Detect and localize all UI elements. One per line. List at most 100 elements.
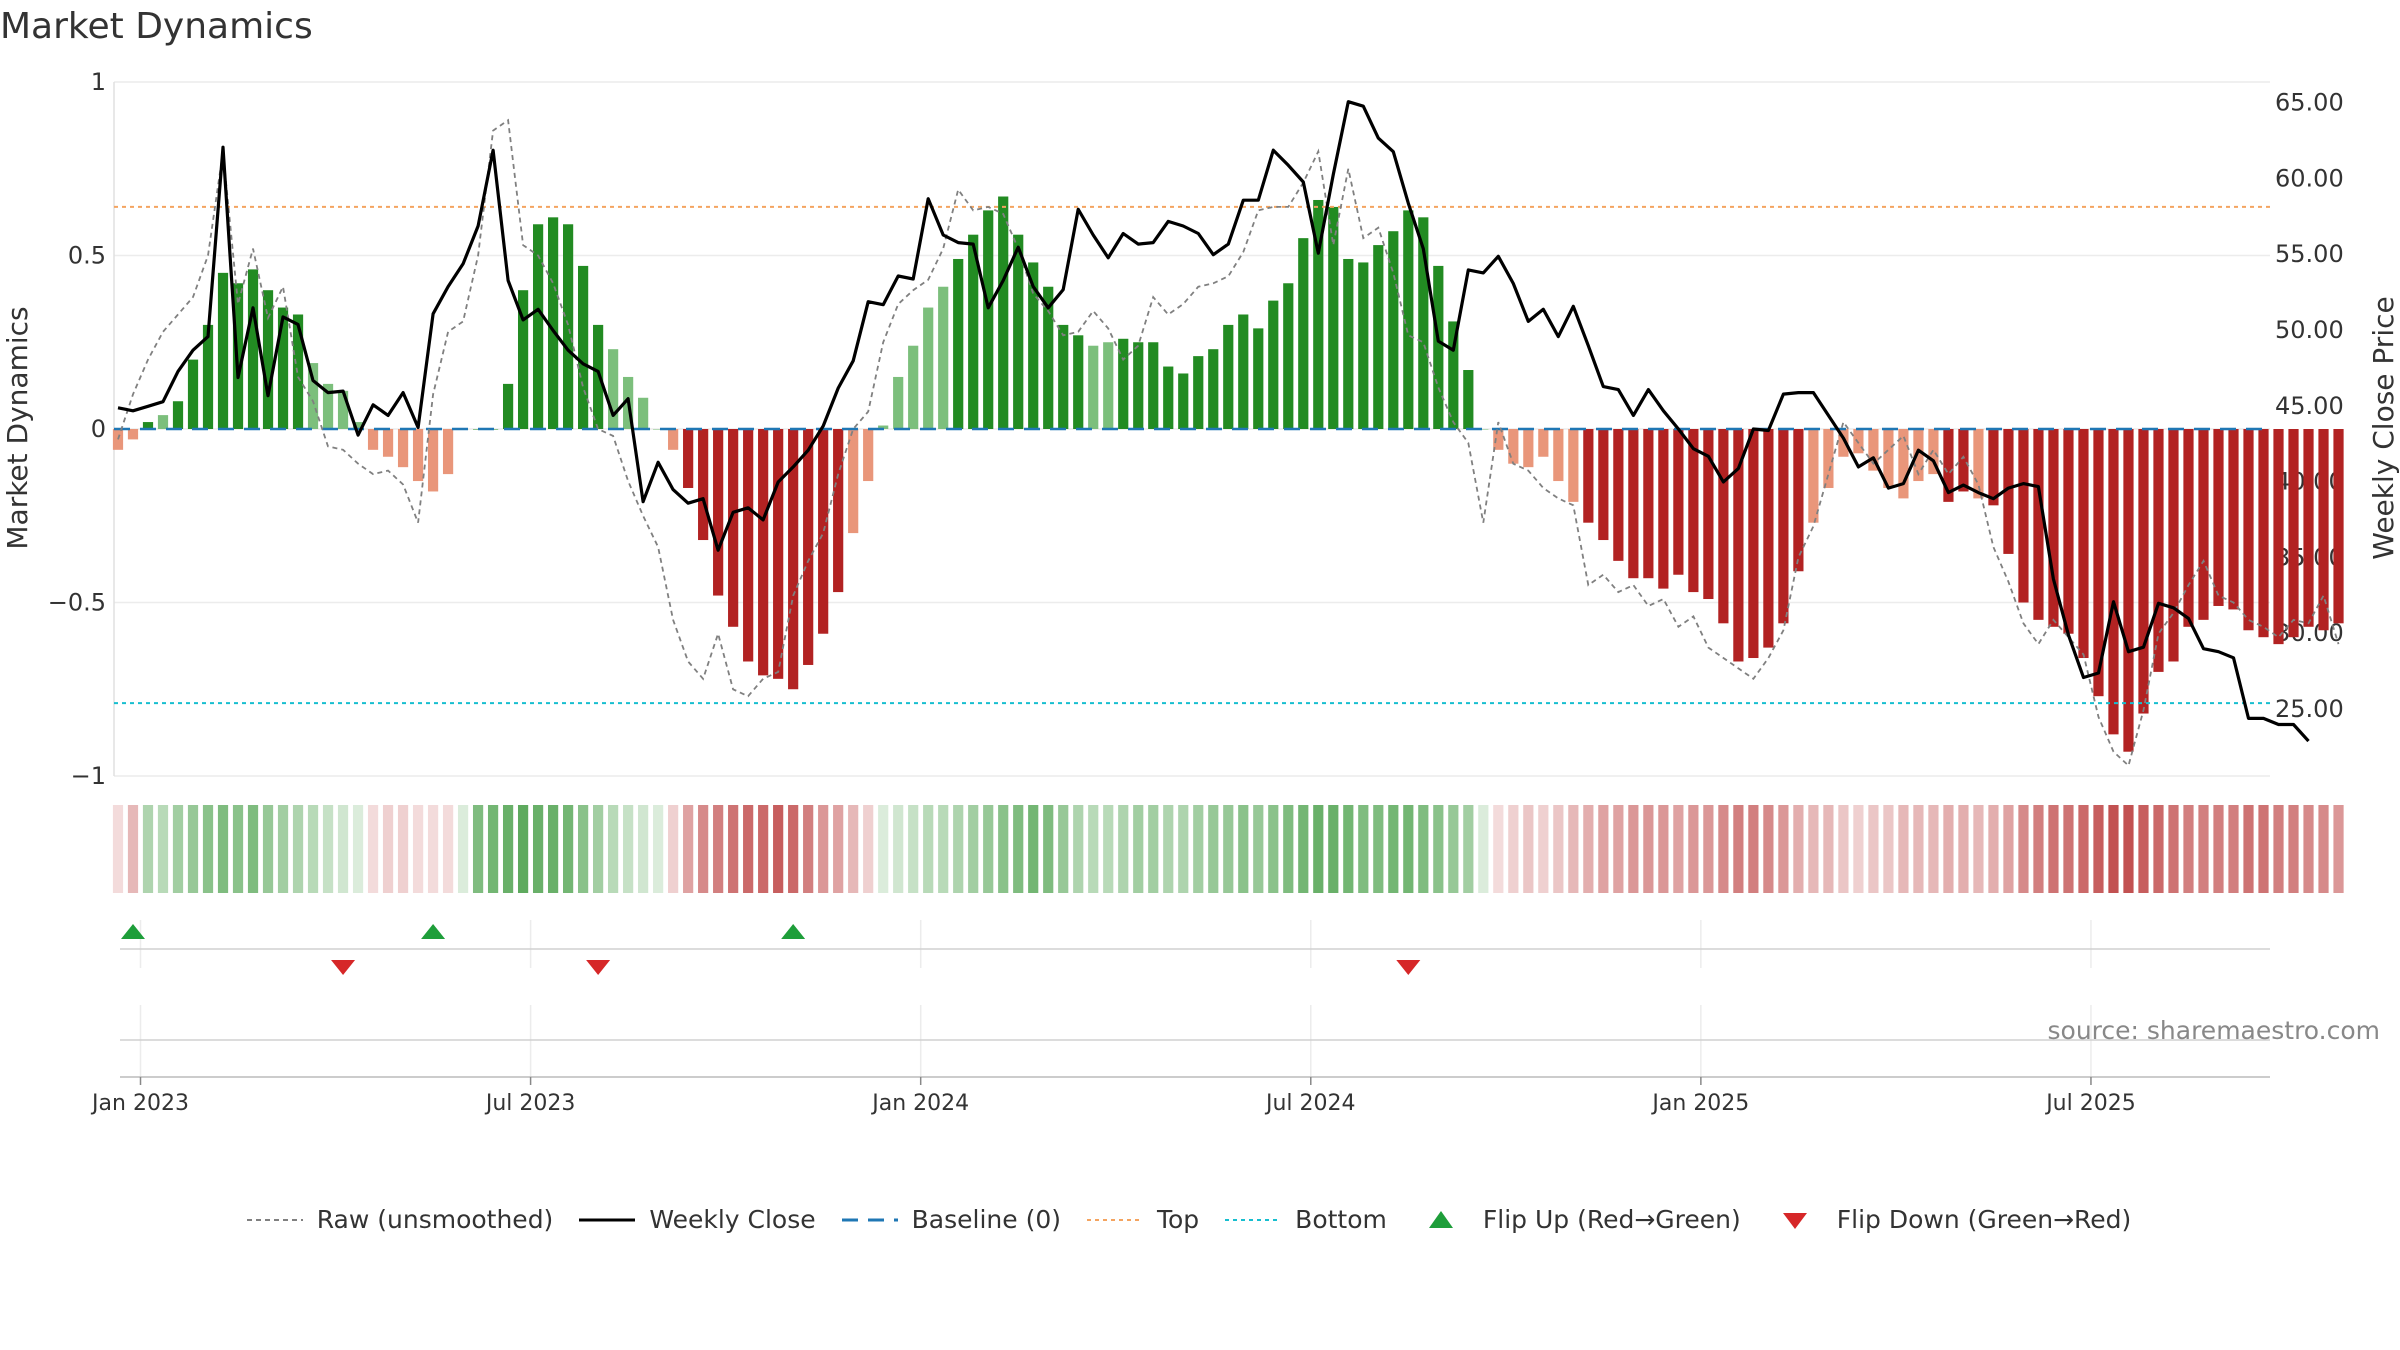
legend-label-flip-up: Flip Up (Red→Green) [1482,1205,1741,1234]
dynamics-bar [1688,429,1699,593]
dynamics-bar [1538,429,1549,457]
chart-title: Market Dynamics [0,6,313,47]
legend-item-top: Top [1085,1205,1199,1234]
dynamics-bar [412,429,424,482]
dynamics-bar [112,429,124,450]
legend-label-top: Top [1156,1205,1200,1234]
dynamics-bar [2108,429,2119,735]
strength-strip-cell [1673,805,1684,893]
legend-label-bottom: Bottom [1295,1205,1387,1234]
dynamics-bar [833,429,844,593]
dynamics-bar [983,210,994,429]
dynamics-bar [157,415,169,429]
dynamics-bar [1148,342,1159,429]
dynamics-bar [427,429,439,492]
dynamics-bar [187,359,199,429]
dynamics-bar [683,429,694,488]
dynamics-bar [2318,429,2329,631]
dynamics-bar [728,429,739,627]
dynamics-bar [2333,429,2344,624]
dynamics-bar [1613,429,1624,561]
dynamics-bar [2228,429,2239,610]
dynamics-bar [1268,300,1279,429]
strength-strip-cell [923,805,934,893]
strength-strip-cell [2123,805,2134,893]
strength-strip-cell [1373,805,1384,893]
dynamics-bar [1043,286,1054,429]
strength-strip-cell [2093,805,2104,893]
strength-strip-cell [1553,805,1564,893]
x-tick-label: Jan 2024 [870,1091,969,1116]
strength-strip-cell [713,805,724,893]
dynamics-bar [277,307,289,429]
strength-strip-cell [668,805,679,893]
dynamics-bar [1388,231,1399,429]
dynamics-bar [1253,328,1264,429]
strength-strip-cell [2078,805,2089,893]
dynamics-bar [2273,429,2284,645]
dynamics-bar [442,429,454,475]
dynamics-bar [1928,429,1939,475]
dynamics-bar [382,429,394,457]
dynamics-bar [367,429,379,450]
strength-strip-cell [1448,805,1459,893]
strength-strip-cell [487,805,499,893]
dynamics-bar [593,324,604,429]
dynamics-bar [202,324,214,429]
dynamics-bar [668,429,679,450]
dynamics-bar [1058,324,1069,429]
legend-label-flip-down: Flip Down (Green→Red) [1836,1205,2132,1234]
legend-item-bottom: Bottom [1223,1205,1387,1234]
dynamics-bar [2288,429,2299,638]
y2-tick-label: 45.00 [2275,392,2344,420]
dynamics-bar [517,290,529,429]
strength-strip-cell [1613,805,1624,893]
dynamics-bar [1838,429,1849,457]
y2-tick-label: 65.00 [2275,89,2344,117]
dynamics-bar [1208,349,1219,429]
flip-up-marker [121,924,146,939]
dynamics-bar [608,349,619,429]
dynamics-bar [578,265,589,429]
strength-strip-cell [1058,805,1069,893]
flip-down-triangle-icon [1765,1210,1825,1230]
dynamics-bar [2168,429,2179,662]
strength-strip-cell [1418,805,1429,893]
dynamics-bar [1493,429,1504,450]
dynamics-bar [1643,429,1654,579]
strength-strip-cell [1943,805,1954,893]
dynamics-bar [1238,314,1249,429]
dynamics-bar [938,286,949,429]
dynamics-bar [908,345,919,429]
strength-strip-cell [442,805,454,893]
strength-strip-cell [593,805,604,893]
strength-strip-cell [1268,805,1279,893]
strength-strip-cell [1988,805,1999,893]
legend-swatch-close [577,1210,637,1230]
strength-strip-cell [1238,805,1249,893]
strength-strip-cell [1223,805,1234,893]
strength-strip-cell [1388,805,1399,893]
dynamics-bar [1943,429,1954,502]
dynamics-bar [1913,429,1924,482]
dynamics-bar [1763,429,1774,648]
dynamics-bar [547,217,559,429]
dynamics-bar [1958,429,1969,492]
dynamics-bar [788,429,799,690]
strength-strip-cell [1178,805,1189,893]
dynamics-bar [172,401,184,429]
dynamics-bar [1793,429,1804,572]
dynamics-bar [1553,429,1564,482]
dynamics-bar [803,429,814,665]
strength-strip-cell [1298,805,1309,893]
strength-strip-cell [1733,805,1744,893]
y-tick-label: 0.5 [68,242,106,270]
strength-strip-cell [1853,805,1864,893]
strength-strip-cell [127,805,139,893]
dynamics-bar [1358,262,1369,429]
strength-strip-cell [1793,805,1804,893]
dynamics-bar [1568,429,1579,502]
strength-strip-cell [472,805,484,893]
strength-strip-cell [187,805,199,893]
strength-strip-cell [1163,805,1174,893]
